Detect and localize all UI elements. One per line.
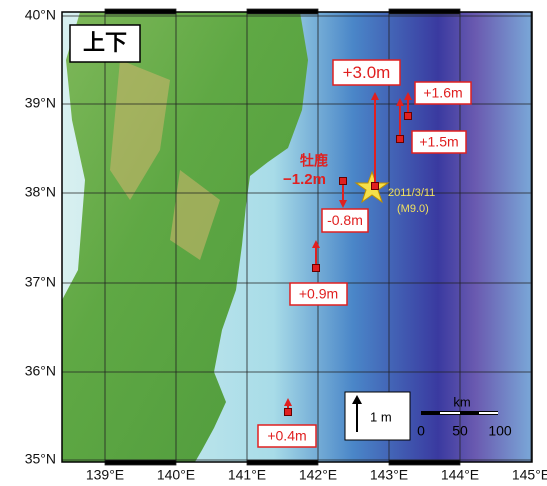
lon-label: 141°E <box>228 467 266 483</box>
scale-bar-segment <box>479 412 498 414</box>
station-marker <box>285 409 292 416</box>
epicenter-date: 2011/3/11 <box>388 187 435 199</box>
lat-label: 39°N <box>25 95 56 111</box>
station-label: +3.0m <box>343 63 391 82</box>
map: 40°N 39°N 38°N 37°N 36°N 35°N 139°E 140°E 141°E 1… <box>0 0 547 486</box>
lat-label: 40°N <box>25 7 56 23</box>
station-marker <box>405 113 412 120</box>
station-label: -0.8m <box>327 212 363 228</box>
station-label: +1.5m <box>419 134 458 150</box>
station-marker <box>397 136 404 143</box>
legend-arrow-label: 1 m <box>370 409 392 424</box>
scale-tick: 0 <box>417 423 425 439</box>
place-name: 牡鹿 <box>300 153 328 169</box>
lat-label: 36°N <box>25 363 56 379</box>
lon-label: 144°E <box>441 467 479 483</box>
scale-title: km <box>453 394 470 409</box>
station-label: +0.4m <box>267 428 306 444</box>
station-marker <box>340 178 347 185</box>
epicenter-magnitude: (M9.0) <box>397 203 429 215</box>
station-marker <box>372 183 379 190</box>
station-label: −1.2m <box>283 171 326 188</box>
scale-tick: 50 <box>452 423 468 439</box>
station-marker <box>313 265 320 272</box>
scale-tick: 100 <box>488 423 512 439</box>
lon-label: 145°E <box>512 467 547 483</box>
station-label: +0.9m <box>299 286 338 302</box>
map-title: 上下 <box>83 30 127 55</box>
lon-label: 139°E <box>86 467 124 483</box>
lat-label: 35°N <box>25 451 56 467</box>
lon-label: 140°E <box>157 467 195 483</box>
lat-label: 37°N <box>25 274 56 290</box>
lon-label: 143°E <box>370 467 408 483</box>
lat-label: 38°N <box>25 184 56 200</box>
lon-label: 142°E <box>299 467 337 483</box>
station-label: +1.6m <box>423 85 462 101</box>
scale-bar-segment <box>440 412 460 414</box>
